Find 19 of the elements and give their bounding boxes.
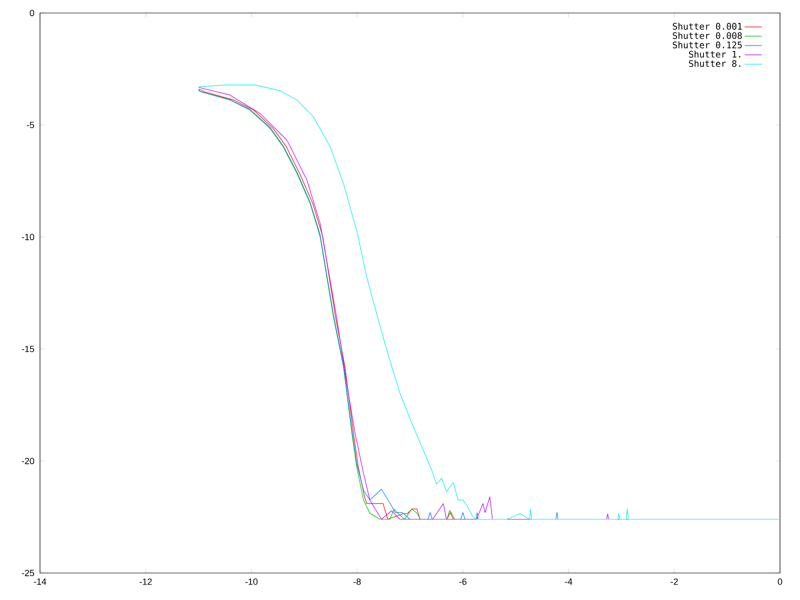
legend-label: Shutter 0.001 [672, 22, 742, 30]
x-tick-label: -12 [140, 578, 152, 585]
y-tick-label: 0 [30, 10, 34, 16]
legend-label: Shutter 1. [689, 50, 740, 58]
y-tick-label: -15 [22, 346, 34, 352]
x-tick-label: -10 [245, 578, 258, 585]
legend-label: Shutter 8. [689, 60, 740, 67]
x-tick-label: -2 [670, 578, 678, 585]
y-tick-label: -10 [22, 234, 34, 240]
x-tick-label: -14 [34, 578, 46, 585]
x-tick-label: -4 [565, 578, 572, 585]
y-tick-label: -20 [22, 458, 34, 464]
x-tick-label: -6 [459, 578, 466, 585]
legend-label: Shutter 0.008 [672, 32, 742, 40]
y-tick-label: -5 [26, 122, 34, 128]
legend-label: Shutter 0.125 [672, 41, 742, 48]
x-tick-label: -8 [354, 578, 361, 585]
y-tick-label: -25 [22, 570, 34, 576]
x-tick-label: 0 [778, 578, 782, 585]
